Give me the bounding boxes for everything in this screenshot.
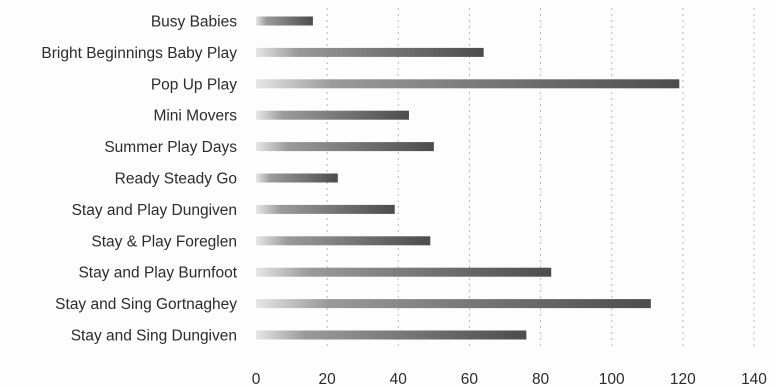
x-tick-label-100: 100 — [599, 371, 625, 387]
category-label-stay-and-sing-gortnaghey: Stay and Sing Gortnaghey — [55, 296, 237, 313]
x-tick-label-0: 0 — [252, 371, 261, 387]
x-tick-label-140: 140 — [741, 371, 767, 387]
category-label-stay-play-foreglen: Stay & Play Foreglen — [91, 233, 237, 250]
bar-stay-and-sing-dungiven — [256, 330, 527, 340]
category-label-bright-beginnings-baby-play: Bright Beginnings Baby Play — [41, 45, 237, 62]
category-label-ready-steady-go: Ready Steady Go — [115, 171, 237, 188]
gridlines — [326, 8, 755, 350]
bars — [256, 16, 680, 340]
x-tick-label-120: 120 — [670, 371, 696, 387]
category-label-stay-and-sing-dungiven: Stay and Sing Dungiven — [71, 328, 237, 345]
category-label-summer-play-days: Summer Play Days — [104, 139, 237, 156]
x-tick-label-60: 60 — [461, 371, 479, 387]
category-label-stay-and-play-dungiven: Stay and Play Dungiven — [72, 202, 237, 219]
x-tick-label-80: 80 — [532, 371, 550, 387]
bar-stay-and-sing-gortnaghey — [256, 299, 651, 309]
bar-busy-babies — [256, 16, 313, 26]
category-labels: Busy Babies Bright Beginnings Baby Play Po… — [41, 14, 237, 345]
category-label-mini-movers: Mini Movers — [153, 108, 237, 125]
bar-ready-steady-go — [256, 173, 338, 183]
x-tick-label-20: 20 — [319, 371, 337, 387]
bar-stay-and-play-burnfoot — [256, 267, 552, 277]
bar-stay-play-foreglen — [256, 236, 431, 246]
bar-stay-and-play-dungiven — [256, 204, 395, 214]
category-label-busy-babies: Busy Babies — [151, 14, 237, 31]
x-tick-label-40: 40 — [390, 371, 408, 387]
bar-pop-up-play — [256, 79, 680, 89]
bar-bright-beginnings-baby-play — [256, 47, 484, 57]
bar-summer-play-days — [256, 142, 434, 152]
category-label-stay-and-play-burnfoot: Stay and Play Burnfoot — [78, 265, 237, 282]
category-label-pop-up-play: Pop Up Play — [151, 76, 237, 93]
bar-mini-movers — [256, 110, 409, 120]
x-axis-tick-labels: 0 20 40 60 80 100 120 140 — [252, 371, 768, 387]
